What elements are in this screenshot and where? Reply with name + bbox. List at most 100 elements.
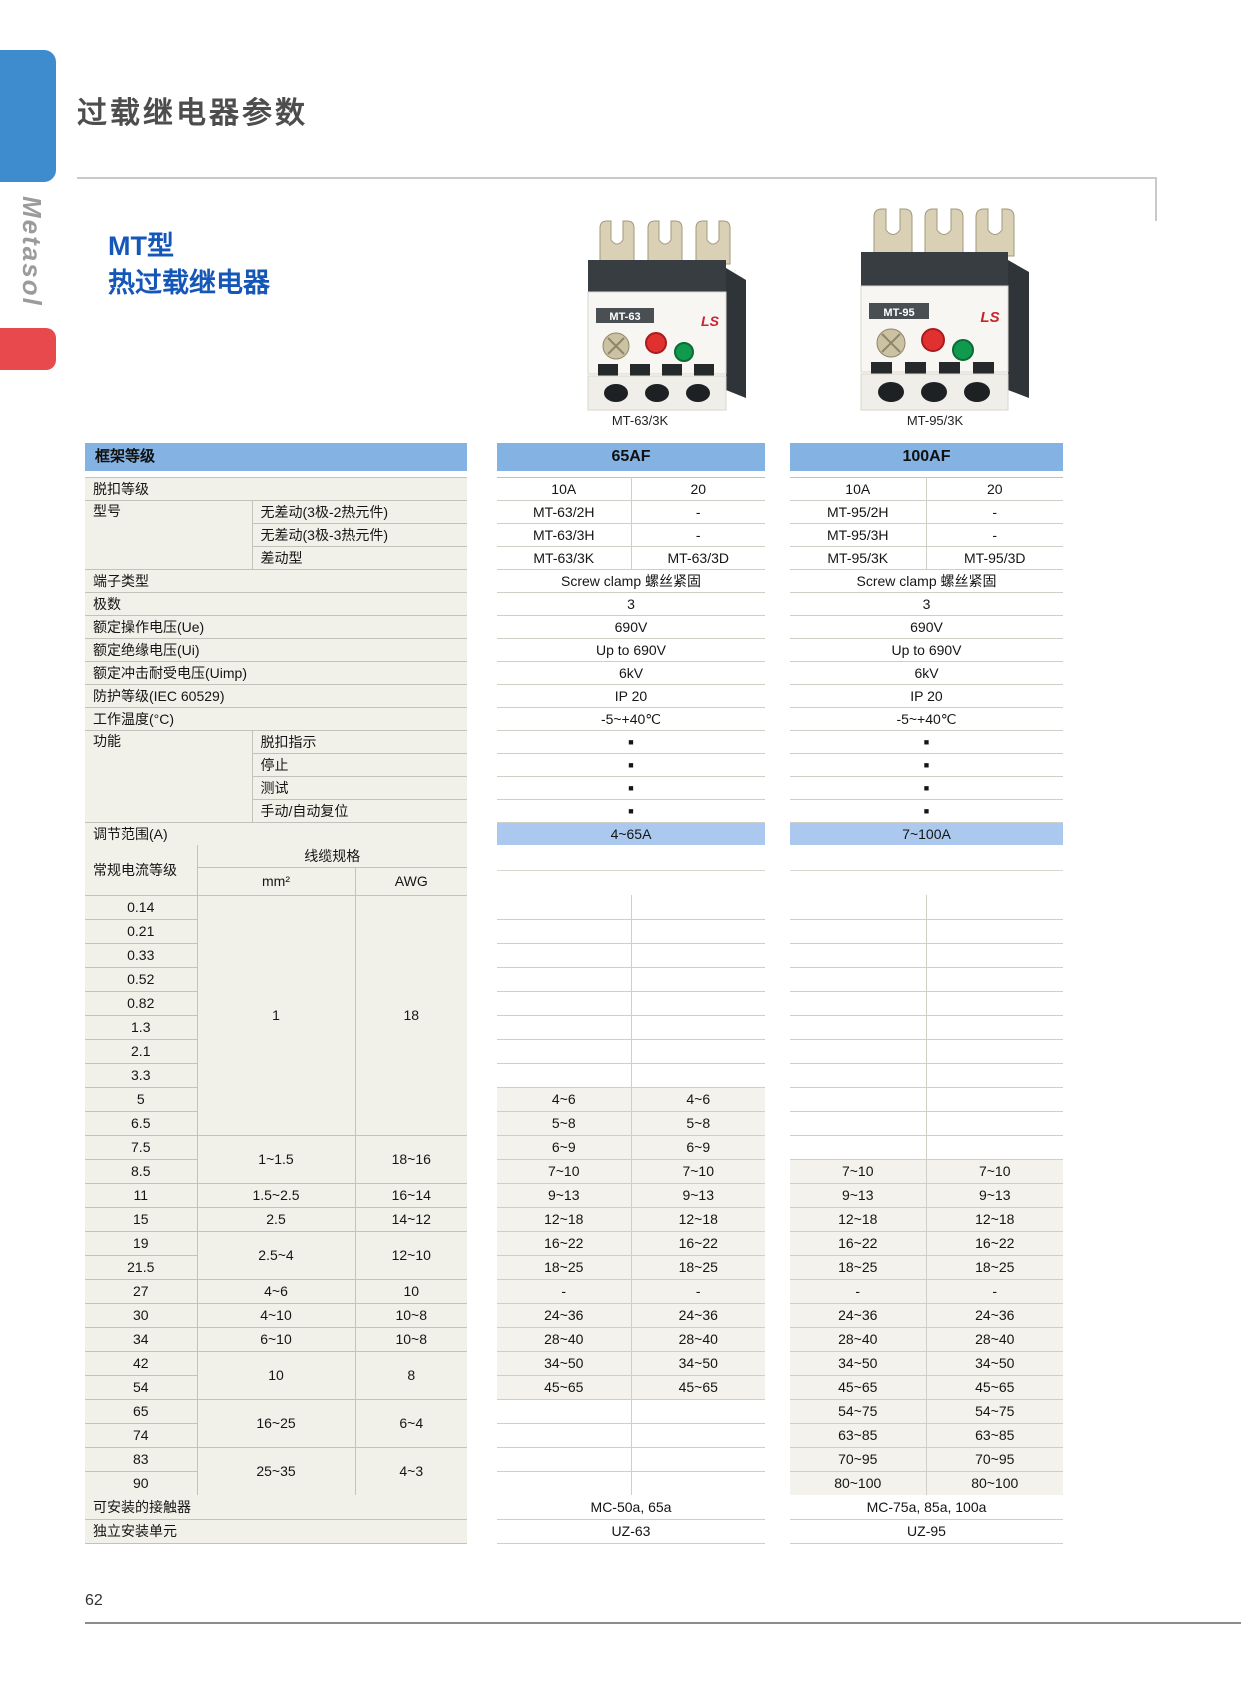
cable-current-cell: 0.14	[85, 895, 197, 920]
bottom-values-100af: MC-75a, 85a, 100a UZ-95	[790, 1495, 1063, 1544]
test-button-icon	[645, 332, 667, 354]
cable-awg-cell: 18~16	[354, 1135, 467, 1184]
reset-button-icon	[952, 339, 974, 361]
cable-current-cell: 74	[85, 1423, 197, 1448]
v65-range-cell: 9~13	[497, 1183, 632, 1208]
v65-range-cell	[497, 1039, 632, 1064]
adjust-range-cell: 4~65A	[497, 822, 765, 846]
bottom-values-65af: MC-50a, 65a UZ-63	[497, 1495, 765, 1544]
footer-rule	[85, 1622, 1241, 1624]
spec-value-cell: -	[631, 500, 765, 524]
cable-mm2-cell: 2.5~4	[196, 1231, 355, 1280]
adjust-range-cell: 7~100A	[790, 822, 1063, 846]
v100-range-cell	[790, 1039, 927, 1064]
v100-range-cell: 80~100	[790, 1471, 927, 1496]
v65-range-cell: -	[497, 1279, 632, 1304]
relay-side	[726, 268, 746, 398]
cable-awg-cell: 12~10	[354, 1231, 467, 1280]
v65-range-cell: 34~50	[497, 1351, 632, 1376]
v100-range-cell: 16~22	[790, 1231, 927, 1256]
v65-range-cell: 7~10	[631, 1159, 765, 1184]
v65-range-cell: 34~50	[631, 1351, 765, 1376]
v65-range-cell	[631, 1471, 765, 1496]
v100-range-cell: 18~25	[926, 1255, 1063, 1280]
v65-range-cell: 4~6	[497, 1087, 632, 1112]
v100-range-cell	[790, 895, 927, 920]
v100-range-cell	[926, 991, 1063, 1016]
mounting-unit-cell: UZ-63	[497, 1519, 765, 1544]
cable-spec-header: 线缆规格	[196, 845, 467, 868]
relay-photo-mt95: MT-95 LS	[860, 208, 1029, 411]
spec-value-cell: MT-95/2H	[790, 500, 927, 524]
cable-current-cell: 6.5	[85, 1111, 197, 1136]
feature-mark-cell: ■	[497, 776, 765, 800]
cable-mm2-cell: 4~6	[196, 1279, 355, 1304]
spec-sublabel-cell: 差动型	[251, 546, 467, 570]
v100-range-cell	[926, 895, 1063, 920]
bottom-terminals	[878, 382, 990, 402]
spec-value-cell: 20	[926, 477, 1063, 501]
v65-range-cell	[631, 943, 765, 968]
v65-range-cell: -	[631, 1279, 765, 1304]
bottom-label-cell: 可安装的接触器	[85, 1495, 467, 1520]
v100-range-cell	[926, 1063, 1063, 1088]
spec-sublabel-cell: 无差动(3极-2热元件)	[251, 500, 467, 524]
spec-value-cell: IP 20	[497, 684, 765, 708]
bottom-label-table: 可安装的接触器 独立安装单元	[85, 1495, 467, 1544]
frame-grade-header: 框架等级	[85, 443, 467, 471]
spec-value-cell: 10A	[497, 477, 632, 501]
ls-logo: LS	[980, 309, 999, 326]
v65-range-cell	[497, 967, 632, 992]
cable-mm2-cell: 10	[196, 1351, 355, 1400]
v100-range-cell: 80~100	[926, 1471, 1063, 1496]
v100-range-cell: 54~75	[926, 1399, 1063, 1424]
cable-current-header: 常规电流等级	[85, 845, 197, 896]
spec-value-cell: MT-63/3D	[631, 546, 765, 570]
v65-range-cell: 5~8	[497, 1111, 632, 1136]
cable-current-cell: 8.5	[85, 1159, 197, 1184]
v100-range-cell: 28~40	[790, 1327, 927, 1352]
cable-current-cell: 2.1	[85, 1039, 197, 1064]
v65-range-cell	[631, 991, 765, 1016]
feature-mark-cell: ■	[790, 776, 1063, 800]
spec-sublabel-cell: 测试	[251, 776, 467, 800]
cable-current-cell: 0.52	[85, 967, 197, 992]
v100-range-cell	[790, 1063, 927, 1088]
v100-range-cell: 34~50	[926, 1351, 1063, 1376]
v65-range-cell	[631, 919, 765, 944]
blue-accent-chip	[0, 50, 56, 182]
relay-photo-mt63: MT-63 LS	[587, 220, 746, 411]
v65-range-cell: 24~36	[631, 1303, 765, 1328]
spec-label-cell: 端子类型	[85, 569, 467, 593]
spec-value-cell: MT-95/3D	[926, 546, 1063, 570]
v100-range-cell: 16~22	[926, 1231, 1063, 1256]
spec-label-cell: 调节范围(A)	[85, 822, 467, 846]
spec-value-cell: -	[631, 523, 765, 547]
feature-mark-cell: ■	[497, 753, 765, 777]
v65-range-cell	[497, 1063, 632, 1088]
v65-range-cell	[497, 1423, 632, 1448]
spec-values-100af: 10A 20 MT-95/2H - MT-95/3H - MT-95/3K MT…	[790, 477, 1063, 846]
terminal-screws	[871, 362, 994, 374]
v65-range-cell	[631, 1447, 765, 1472]
cable-mm2-cell: 1.5~2.5	[196, 1183, 355, 1208]
frame-65af-header: 65AF	[497, 443, 765, 471]
spec-value-cell: 6kV	[790, 661, 1063, 685]
cable-awg-cell: 10~8	[354, 1327, 467, 1352]
cable-mm2-cell: 2.5	[196, 1207, 355, 1232]
feature-mark-cell: ■	[790, 753, 1063, 777]
v100-range-cell: 54~75	[790, 1399, 927, 1424]
cable-current-cell: 0.33	[85, 943, 197, 968]
spec-value-cell: Up to 690V	[497, 638, 765, 662]
spec-value-cell: MT-63/3K	[497, 546, 632, 570]
v100-range-cell: 70~95	[790, 1447, 927, 1472]
cable-current-cell: 83	[85, 1447, 197, 1472]
cable-current-cell: 30	[85, 1303, 197, 1328]
v100-range-cell: 63~85	[790, 1423, 927, 1448]
v100-range-cell	[790, 919, 927, 944]
spec-sublabel-cell: 脱扣指示	[251, 730, 467, 754]
cable-mm2-cell: 6~10	[196, 1327, 355, 1352]
v100-range-cell	[790, 991, 927, 1016]
v65-range-cell	[497, 1471, 632, 1496]
